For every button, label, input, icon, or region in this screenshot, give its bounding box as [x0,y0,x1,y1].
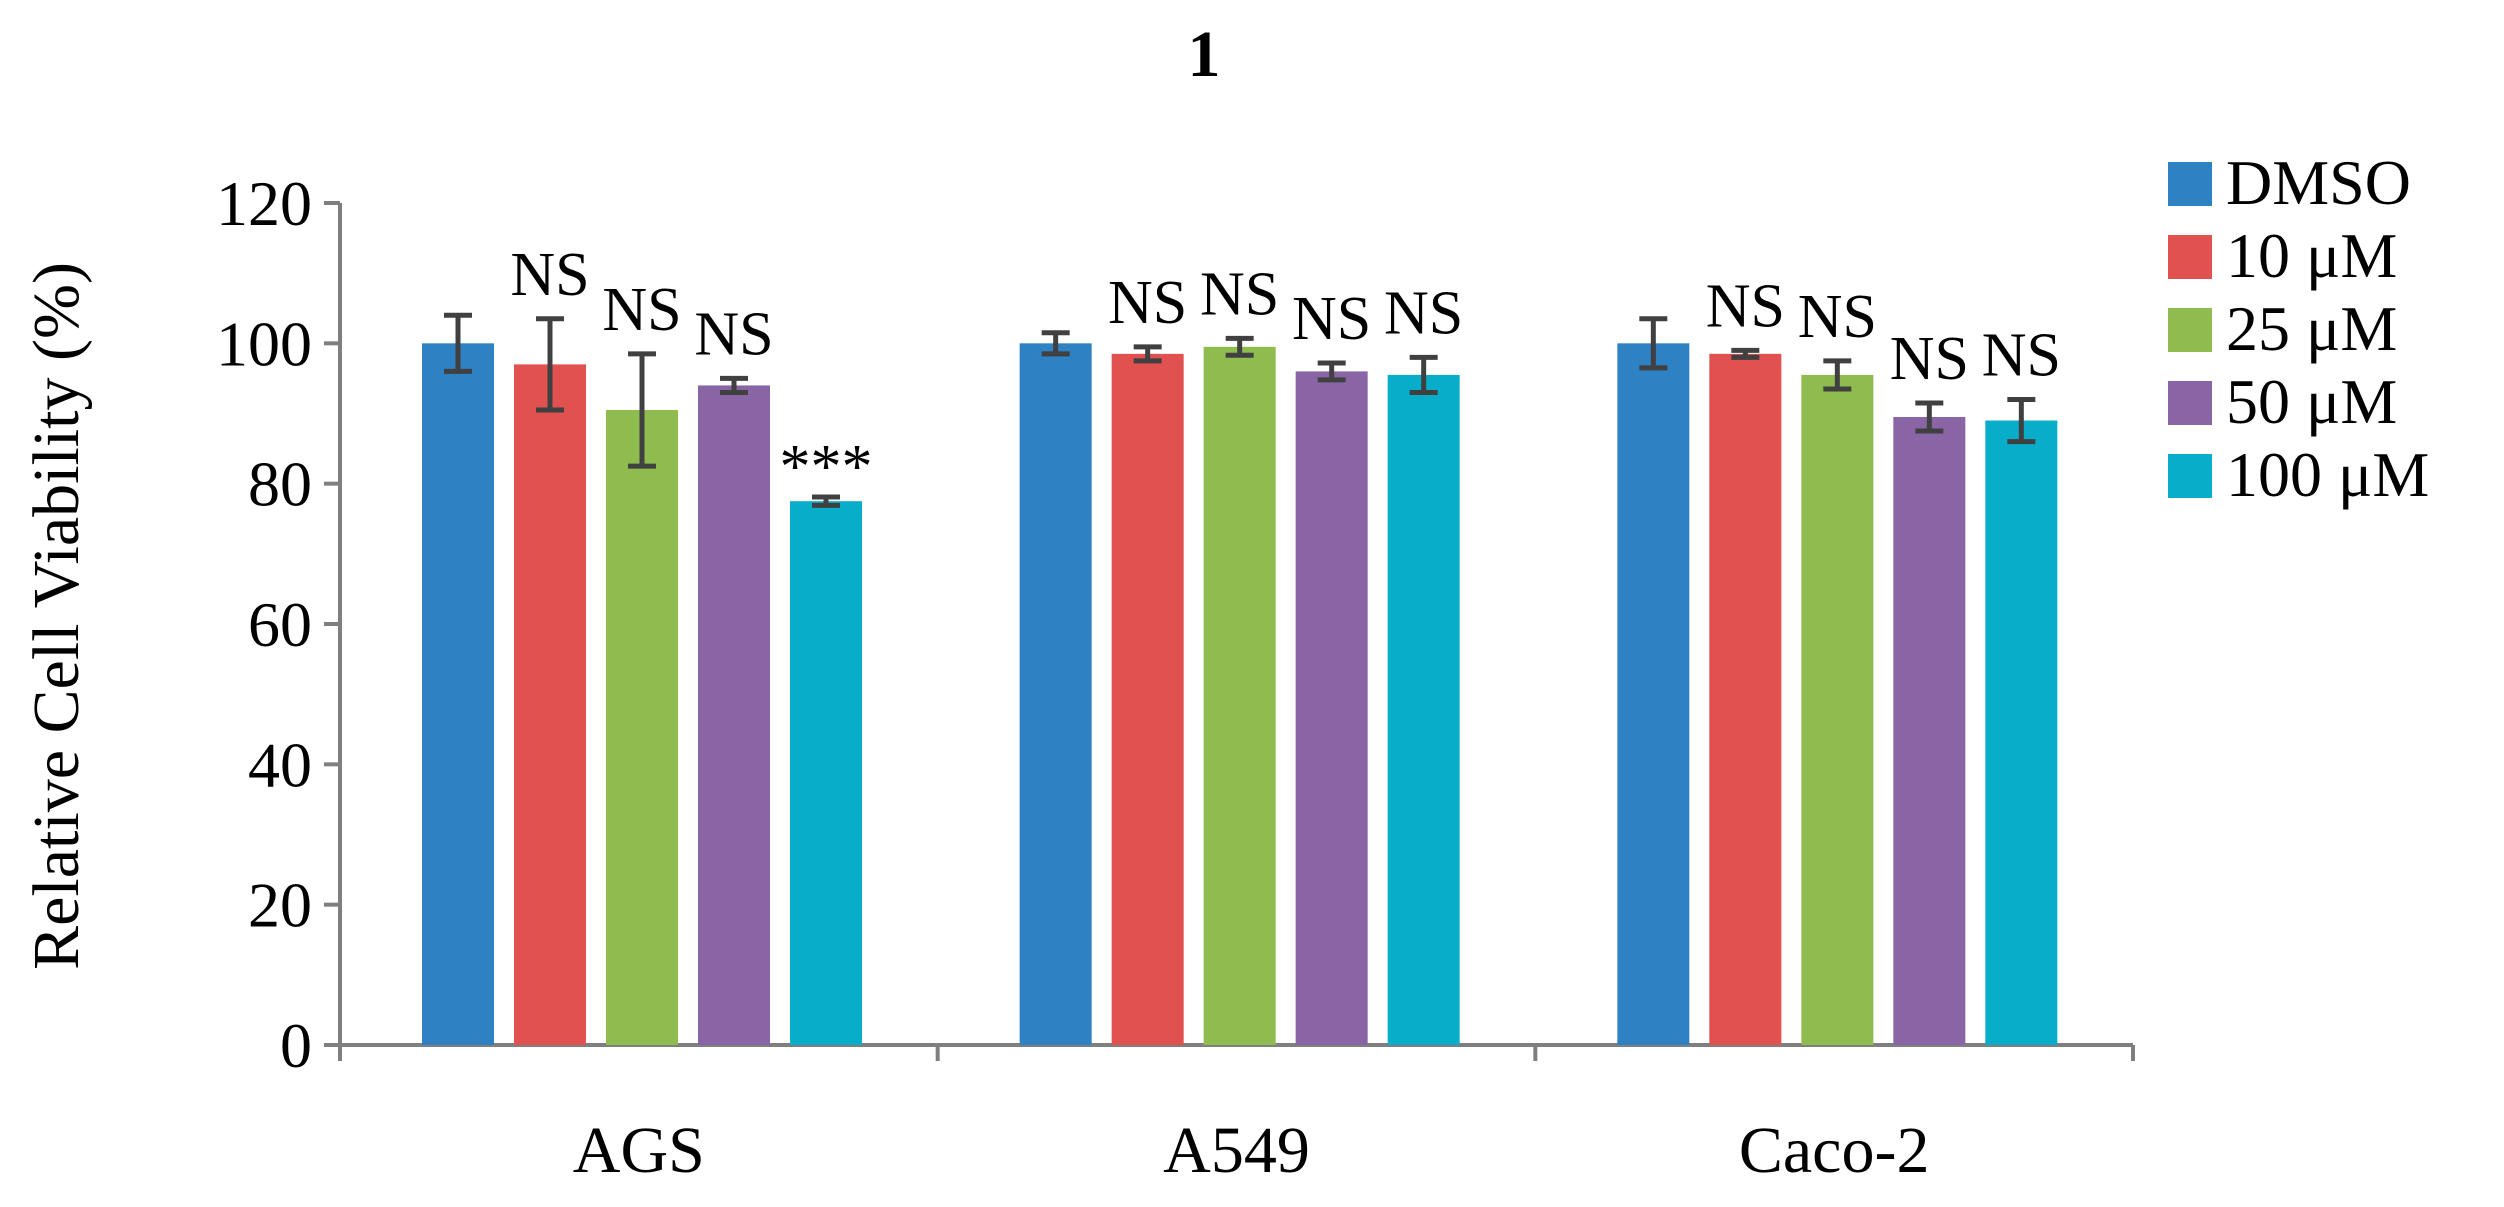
legend-swatch [2168,308,2212,352]
significance-label: NS [1292,285,1371,353]
y-tick-label: 80 [248,449,312,520]
bar [1617,343,1690,1045]
legend-swatch [2168,235,2212,279]
significance-label: NS [1982,321,2061,389]
y-tick-label: 40 [248,729,312,800]
y-tick-label: 20 [248,870,312,941]
bar [1985,420,2058,1045]
significance-label: NS [1706,272,1785,340]
y-tick-label: 60 [248,589,312,660]
bar [1801,374,1874,1045]
bar [1203,346,1276,1045]
chart-title: 1 [1188,18,1221,91]
significance-label: NS [1108,269,1187,337]
significance-label: NS [694,300,773,368]
legend-label: 10 μM [2226,220,2397,291]
bar [1893,417,1966,1046]
bar [790,501,862,1045]
legend-label: 100 μM [2226,439,2429,510]
bar [1295,371,1368,1045]
x-category-label: A549 [1163,1114,1310,1187]
bar [514,364,586,1046]
x-category-label: AGS [573,1114,705,1187]
bar [698,385,770,1045]
bar [606,409,678,1045]
significance-label: NS [510,241,589,309]
significance-label: *** [780,433,873,501]
legend-label: 25 μM [2226,293,2397,364]
y-tick-label: 0 [280,1010,312,1081]
significance-label: NS [602,276,681,344]
legend-swatch [2168,381,2212,425]
significance-label: NS [1798,283,1877,351]
y-tick-label: 100 [216,308,312,379]
legend-label: DMSO [2226,147,2411,218]
y-tick-label: 120 [216,168,312,239]
x-category-label: Caco-2 [1739,1114,1930,1187]
bar [1709,353,1782,1045]
significance-label: NS [1890,325,1969,393]
bar [1019,343,1092,1045]
bar [1387,374,1460,1045]
significance-label: NS [1200,260,1279,328]
bar [422,343,494,1045]
legend-label: 50 μM [2226,366,2397,437]
legend-swatch [2168,162,2212,206]
bar [1111,353,1184,1045]
significance-label: NS [1384,279,1463,347]
y-axis-label: Relative Cell Viability (%) [20,262,93,970]
legend-swatch [2168,454,2212,498]
